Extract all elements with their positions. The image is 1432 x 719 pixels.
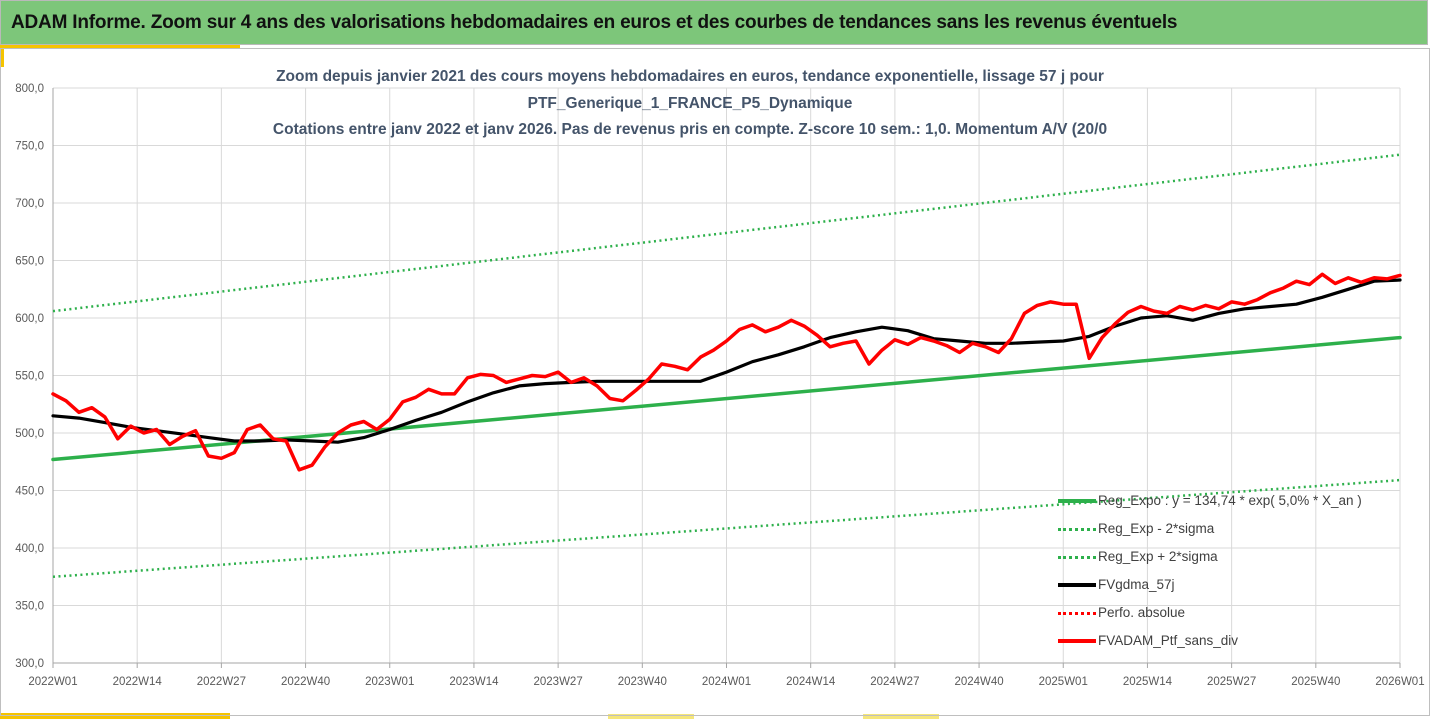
- highlight-strip: [0, 45, 4, 67]
- legend-label: FVgdma_57j: [1098, 577, 1175, 592]
- legend-swatch: [1058, 528, 1096, 531]
- highlight-strip: [863, 714, 939, 719]
- series-line-reg-exp-plus-2sigma: [52, 153, 1401, 313]
- x-tick-label: 2023W27: [534, 676, 583, 688]
- legend-label: Reg_Exp - 2*sigma: [1098, 521, 1215, 536]
- y-tick-label: 550,0: [15, 371, 44, 383]
- y-tick-label: 350,0: [15, 601, 44, 613]
- chart-area: [0, 48, 1430, 716]
- y-tick-label: 450,0: [15, 486, 44, 498]
- legend-swatch: [1058, 583, 1096, 587]
- x-tick-label: 2025W14: [1123, 676, 1173, 688]
- legend-swatch: [1058, 499, 1096, 503]
- y-tick-label: 500,0: [15, 428, 44, 440]
- x-tick-label: 2022W01: [28, 676, 77, 688]
- x-tick-label: 2025W27: [1207, 676, 1256, 688]
- x-tick-label: 2024W14: [786, 676, 836, 688]
- y-tick-label: 700,0: [15, 198, 44, 210]
- x-tick-label: 2022W40: [281, 676, 330, 688]
- legend-swatch: [1058, 639, 1096, 643]
- chart-title: Zoom depuis janvier 2021 des cours moyen…: [200, 64, 1180, 144]
- y-tick-label: 800,0: [15, 83, 44, 95]
- banner-title: ADAM Informe. Zoom sur 4 ans des valoris…: [11, 12, 1178, 33]
- y-tick-label: 750,0: [15, 141, 44, 153]
- y-tick-label: 400,0: [15, 543, 44, 555]
- x-tick-label: 2026W01: [1375, 676, 1424, 688]
- x-tick-label: 2025W01: [1039, 676, 1088, 688]
- chart-title-line-1: Zoom depuis janvier 2021 des cours moyen…: [276, 68, 1104, 85]
- y-axis-ticks: 800,0 750,0 700,0 650,0 600,0 550,0 500,0 450,0…: [15, 83, 44, 670]
- x-tick-label: 2022W27: [197, 676, 246, 688]
- y-tick-label: 650,0: [15, 256, 44, 268]
- chart-title-line-3: Cotations entre janv 2022 et janv 2026. …: [272, 121, 1108, 138]
- highlight-strip: [0, 713, 230, 719]
- series-line-fvadam-ptf-sans-div: [51, 272, 1402, 472]
- banner: ADAM Informe. Zoom sur 4 ans des valoris…: [0, 0, 1428, 45]
- gridlines: [52, 87, 1401, 664]
- x-tick-label: 2024W01: [702, 676, 751, 688]
- x-tick-label: 2025W40: [1291, 676, 1340, 688]
- chart-title-line-2: PTF_Generique_1_FRANCE_P5_Dynamique: [527, 94, 853, 112]
- legend-label: Reg_Expo : y = 134,74 * exp( 5,0% * X_an…: [1098, 493, 1362, 508]
- legend-label: Perfo. absolue: [1098, 605, 1186, 620]
- x-tick-label: 2023W14: [449, 676, 499, 688]
- legend-swatch: [1058, 612, 1096, 615]
- x-tick-label: 2024W40: [954, 676, 1003, 688]
- highlight-strip: [0, 45, 240, 49]
- y-tick-label: 300,0: [15, 658, 44, 670]
- legend-label: FVADAM_Ptf_sans_div: [1098, 633, 1239, 648]
- y-tick-label: 600,0: [15, 313, 44, 325]
- legend-label: Reg_Exp + 2*sigma: [1098, 549, 1218, 564]
- x-tick-label: 2024W27: [870, 676, 919, 688]
- series-lines: [51, 153, 1402, 579]
- x-axis-ticks: 2022W01 2022W14 2022W27 2022W40 2023W01 2023W…: [28, 663, 1425, 688]
- x-tick-label: 2022W14: [113, 676, 163, 688]
- legend-swatch: [1058, 556, 1096, 559]
- x-tick-label: 2023W40: [618, 676, 667, 688]
- x-tick-label: 2023W01: [365, 676, 414, 688]
- highlight-strip: [608, 714, 694, 719]
